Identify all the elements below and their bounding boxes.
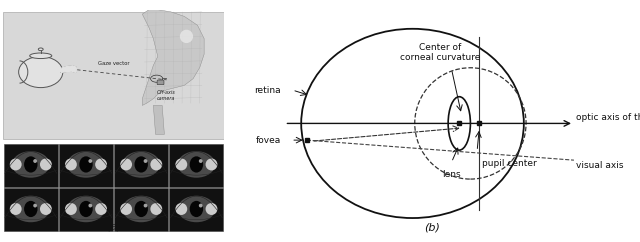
Ellipse shape <box>33 204 37 207</box>
Ellipse shape <box>143 159 147 163</box>
Ellipse shape <box>12 196 50 222</box>
Ellipse shape <box>79 201 93 217</box>
Polygon shape <box>154 106 164 134</box>
Polygon shape <box>61 66 76 72</box>
Ellipse shape <box>67 196 105 222</box>
FancyBboxPatch shape <box>157 80 164 85</box>
Ellipse shape <box>12 151 50 178</box>
Text: lens: lens <box>442 170 461 179</box>
Text: visual axis: visual axis <box>576 161 623 170</box>
Ellipse shape <box>120 159 132 170</box>
Ellipse shape <box>122 151 160 178</box>
Ellipse shape <box>205 159 218 170</box>
Ellipse shape <box>24 201 38 217</box>
Ellipse shape <box>10 203 22 215</box>
Ellipse shape <box>65 203 77 215</box>
Ellipse shape <box>88 204 92 207</box>
Ellipse shape <box>33 159 37 163</box>
Ellipse shape <box>134 201 148 217</box>
Ellipse shape <box>122 196 160 222</box>
Ellipse shape <box>19 56 63 88</box>
Text: optic axis of the eye: optic axis of the eye <box>576 113 640 122</box>
Ellipse shape <box>40 203 52 215</box>
Ellipse shape <box>67 151 105 178</box>
Ellipse shape <box>79 156 93 173</box>
Ellipse shape <box>205 203 218 215</box>
Ellipse shape <box>175 159 188 170</box>
Text: (a): (a) <box>106 221 122 231</box>
Text: pupil center: pupil center <box>481 159 536 168</box>
FancyBboxPatch shape <box>3 12 224 139</box>
Ellipse shape <box>175 203 188 215</box>
Ellipse shape <box>134 156 148 173</box>
FancyBboxPatch shape <box>115 144 168 187</box>
Ellipse shape <box>199 159 203 163</box>
Ellipse shape <box>180 30 193 43</box>
FancyBboxPatch shape <box>59 189 113 231</box>
Ellipse shape <box>177 151 215 178</box>
Ellipse shape <box>29 53 52 59</box>
Ellipse shape <box>189 156 203 173</box>
FancyBboxPatch shape <box>170 144 223 187</box>
Ellipse shape <box>65 159 77 170</box>
FancyBboxPatch shape <box>115 189 168 231</box>
Ellipse shape <box>120 203 132 215</box>
Text: Center of
corneal curvature: Center of corneal curvature <box>400 43 481 62</box>
FancyBboxPatch shape <box>4 144 58 187</box>
Text: Off-axis
camera: Off-axis camera <box>157 90 175 101</box>
Ellipse shape <box>150 159 162 170</box>
Ellipse shape <box>177 196 215 222</box>
Ellipse shape <box>24 156 38 173</box>
Text: retina: retina <box>255 85 281 95</box>
Ellipse shape <box>95 203 107 215</box>
FancyBboxPatch shape <box>170 189 223 231</box>
Text: fovea: fovea <box>256 136 281 145</box>
Ellipse shape <box>40 159 52 170</box>
Ellipse shape <box>95 159 107 170</box>
Ellipse shape <box>38 48 43 51</box>
FancyBboxPatch shape <box>59 144 113 187</box>
Text: (b): (b) <box>424 222 440 233</box>
Polygon shape <box>142 10 204 106</box>
Ellipse shape <box>88 159 92 163</box>
FancyBboxPatch shape <box>4 189 58 231</box>
Text: Gaze vector: Gaze vector <box>98 61 129 66</box>
Ellipse shape <box>189 201 203 217</box>
Ellipse shape <box>150 203 162 215</box>
Ellipse shape <box>10 159 22 170</box>
Ellipse shape <box>199 204 203 207</box>
Ellipse shape <box>143 204 147 207</box>
